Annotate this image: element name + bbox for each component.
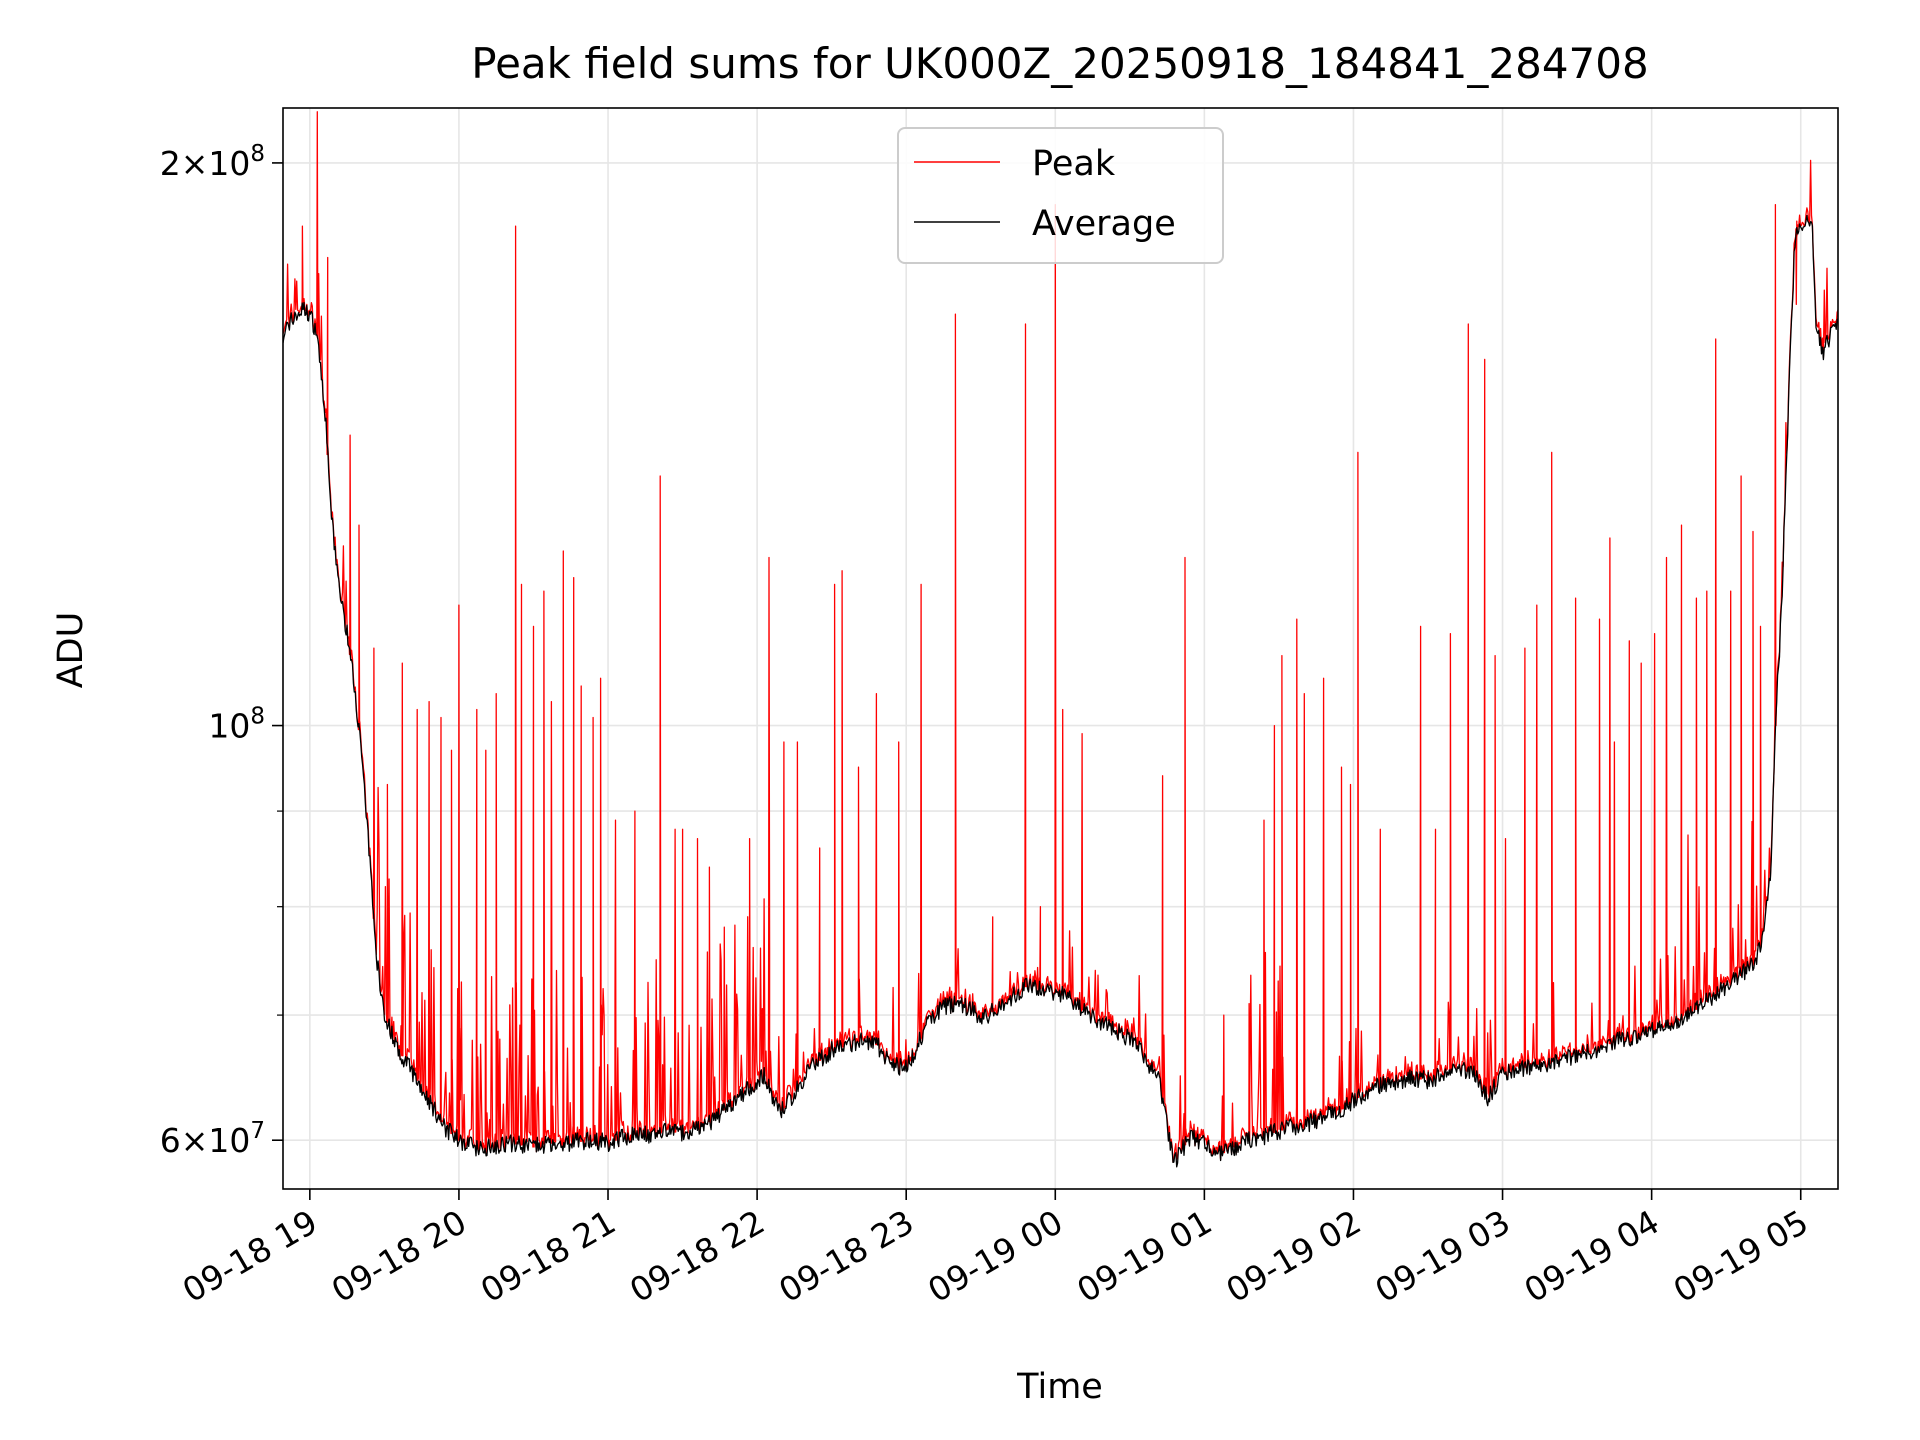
y-tick-label: 2×108	[160, 141, 265, 183]
y-tick-label: 108	[208, 704, 265, 746]
y-tick-label: 6×107	[160, 1118, 265, 1160]
plot-frame	[282, 107, 1839, 1190]
x-axis-label: Time	[1016, 1367, 1103, 1407]
legend: Peak Average	[897, 127, 1224, 264]
legend-average-label: Average	[1032, 204, 1176, 244]
chart-title: Peak field sums for UK000Z_20250918_1848…	[471, 39, 1648, 88]
average-series-line	[283, 214, 1838, 1168]
y-axis-label: ADU	[51, 612, 91, 689]
plot-layer	[283, 111, 1838, 1168]
legend-peak-label: Peak	[1032, 144, 1116, 184]
